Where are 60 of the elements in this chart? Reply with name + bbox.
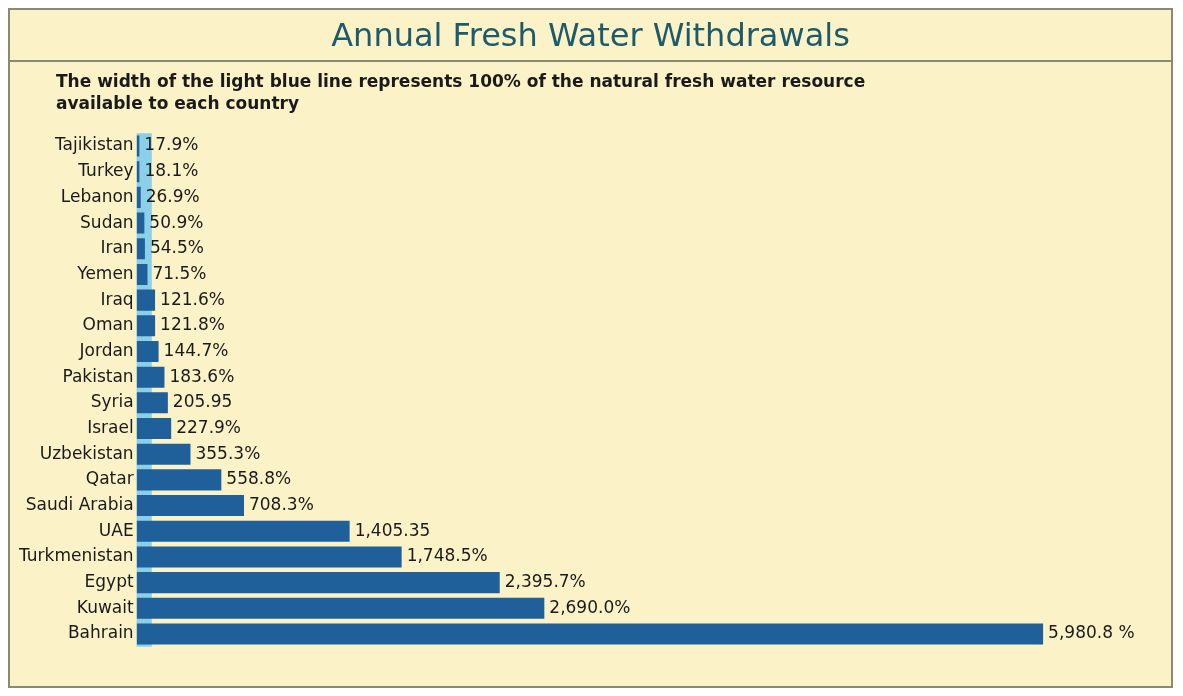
data-label: 17.9%	[144, 134, 199, 155]
y-tick-label: Iraq	[100, 288, 134, 309]
data-label: 227.9%	[176, 416, 242, 437]
data-label: 2,395.7%	[504, 571, 586, 592]
bar	[136, 366, 165, 388]
y-tick-label: Pakistan	[62, 365, 134, 386]
y-tick-label: Oman	[82, 314, 134, 335]
data-label: 121.8%	[160, 314, 225, 335]
y-tick-label: Uzbekistan	[39, 442, 134, 463]
bar	[136, 443, 191, 465]
bar	[136, 238, 145, 260]
y-tick-label: UAE	[98, 519, 134, 540]
data-label: 1,405.35	[354, 519, 431, 540]
data-label: 183.6%	[169, 365, 235, 386]
y-tick-label: Turkmenistan	[17, 545, 134, 566]
y-tick-label: Jordan	[78, 339, 134, 360]
bar	[136, 263, 148, 285]
data-label: 205.95	[172, 391, 233, 412]
bar	[136, 623, 1044, 645]
bar	[136, 495, 244, 517]
data-label: 71.5%	[152, 262, 207, 283]
data-label: 50.9%	[149, 211, 204, 232]
y-tick-label: Sudan	[80, 211, 134, 232]
data-label: 558.8%	[226, 468, 292, 489]
y-tick-label: Israel	[87, 416, 134, 437]
bar	[136, 340, 159, 363]
bar	[136, 597, 545, 619]
bar	[136, 186, 141, 208]
data-label: 2,690.0%	[549, 596, 631, 617]
data-label: 355.3%	[195, 442, 261, 463]
data-label: 708.3%	[248, 493, 314, 514]
y-tick-label: Qatar	[85, 468, 134, 489]
bar	[136, 212, 145, 234]
y-tick-label: Bahrain	[67, 622, 134, 643]
data-label: 1,748.5%	[406, 545, 488, 566]
data-label: 144.7%	[163, 339, 229, 360]
bar	[136, 469, 222, 491]
y-tick-label: Tajikistan	[53, 134, 134, 155]
y-tick-label: Kuwait	[76, 596, 134, 617]
y-tick-label: Saudi Arabia	[25, 493, 134, 514]
data-label: 54.5%	[149, 237, 204, 258]
data-label: 18.1%	[144, 160, 199, 181]
bar	[136, 315, 156, 337]
data-label: 121.6%	[160, 288, 225, 309]
y-tick-label: Turkey	[77, 160, 134, 181]
bar	[136, 392, 168, 414]
chart-title: Annual Fresh Water Withdrawals	[10, 10, 1171, 62]
bar	[136, 546, 402, 568]
y-tick-label: Egypt	[84, 571, 134, 592]
data-label: 5,980.8 %	[1048, 622, 1135, 643]
data-label: 26.9%	[145, 185, 200, 206]
bar	[136, 520, 350, 542]
y-tick-label: Yemen	[76, 262, 134, 283]
y-tick-label: Syria	[90, 391, 134, 412]
y-tick-label: Iran	[100, 237, 134, 258]
bar	[136, 417, 172, 440]
bar	[136, 289, 156, 311]
bar	[136, 572, 500, 594]
y-tick-label: Lebanon	[60, 185, 134, 206]
chart-subtitle: The width of the light blue line represents 100% of the natural fresh water resource available to each country	[56, 70, 867, 114]
